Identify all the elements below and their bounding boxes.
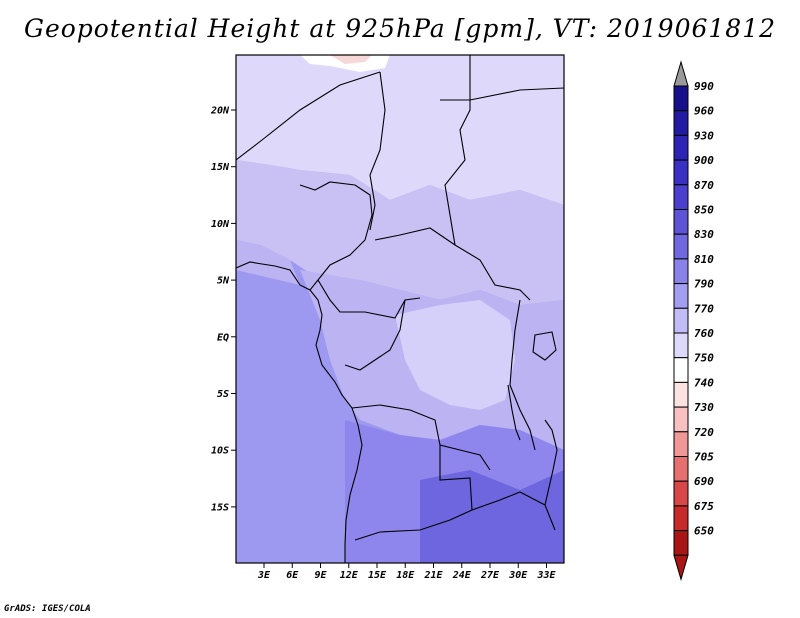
lon-tick-label: 24E bbox=[452, 570, 472, 581]
colorbar-swatch bbox=[673, 159, 689, 186]
colorbar-label: 720 bbox=[694, 426, 714, 439]
border-car bbox=[374, 227, 531, 301]
colorbar-label: 770 bbox=[694, 302, 714, 315]
field-coastal-band bbox=[236, 240, 300, 285]
lat-tick-label: EQ bbox=[217, 332, 229, 343]
lat-tick-label: 5S bbox=[217, 389, 229, 400]
border-lake-victoria bbox=[532, 331, 557, 361]
colorbar-bottom-arrow bbox=[673, 554, 689, 582]
colorbar-swatch bbox=[673, 233, 689, 260]
colorbar-label: 900 bbox=[694, 154, 714, 167]
colorbar-label: 675 bbox=[694, 500, 714, 513]
lat-tick-label: 10S bbox=[211, 446, 229, 457]
colorbar-swatch bbox=[673, 332, 689, 359]
map-frame bbox=[235, 54, 565, 564]
colorbar-label: 730 bbox=[694, 401, 714, 414]
border-angola-zambia bbox=[354, 445, 473, 541]
lon-tick-label: 27E bbox=[480, 570, 500, 581]
colorbar: 990 960 930 900 870 850 830 810 790 770 760 750 740 7… bbox=[673, 60, 714, 582]
colorbar-label: 760 bbox=[694, 327, 714, 340]
border-sudan-eastern bbox=[440, 87, 564, 101]
lon-tick-label: 15E bbox=[368, 570, 387, 581]
border-drc-west bbox=[344, 299, 406, 371]
lat-tick-label: 15N bbox=[211, 162, 230, 173]
border-mali-niger bbox=[236, 71, 381, 161]
border-chad-sudan bbox=[444, 55, 471, 246]
latitude-axis: 20N 15N 10N 5N EQ 5S 10S 15S bbox=[210, 106, 236, 513]
border-angola-drc bbox=[351, 404, 491, 471]
colorbar-swatch bbox=[673, 307, 689, 334]
lon-tick-label: 33E bbox=[536, 570, 556, 581]
border-mozambique bbox=[544, 419, 558, 506]
longitude-axis: 3E 6E 9E 12E 15E 18E 21E 24E 27E 30E 33E bbox=[257, 563, 557, 581]
lon-tick-label: 9E bbox=[314, 570, 327, 581]
field-sahel bbox=[236, 160, 564, 305]
lat-tick-label: 20N bbox=[210, 106, 230, 117]
lat-tick-label: 10N bbox=[211, 219, 230, 230]
colorbar-label: 740 bbox=[694, 376, 714, 389]
colorbar-swatch bbox=[673, 381, 689, 408]
colorbar-swatch bbox=[673, 530, 689, 556]
colorbar-label: 830 bbox=[694, 228, 714, 241]
border-niger-chad bbox=[369, 71, 386, 231]
colorbar-swatch bbox=[673, 406, 689, 433]
colorbar-label: 650 bbox=[694, 525, 714, 538]
colorbar-swatch bbox=[673, 209, 689, 235]
field-sahara bbox=[236, 55, 564, 205]
colorbar-label: 705 bbox=[694, 451, 714, 464]
colorbar-swatch bbox=[673, 134, 689, 161]
coastline-west-africa bbox=[236, 261, 363, 563]
colorbar-label: 870 bbox=[694, 179, 714, 192]
lon-tick-label: 6E bbox=[286, 570, 299, 581]
colorbar-swatch bbox=[673, 431, 689, 457]
lat-tick-label: 5N bbox=[217, 276, 230, 287]
colorbar-label: 850 bbox=[694, 204, 714, 217]
country-borders bbox=[236, 55, 564, 563]
lon-tick-label: 30E bbox=[508, 570, 528, 581]
colorbar-swatch bbox=[673, 85, 689, 112]
border-zambia-zim bbox=[471, 491, 556, 531]
colorbar-swatch bbox=[673, 283, 689, 309]
field-pink-high bbox=[330, 55, 372, 64]
border-lake-tanganyika bbox=[507, 384, 521, 441]
colorbar-label: 790 bbox=[694, 278, 714, 291]
colorbar-label: 990 bbox=[694, 80, 714, 93]
colorbar-swatch bbox=[673, 184, 689, 211]
colorbar-swatch bbox=[673, 456, 689, 482]
lon-tick-label: 12E bbox=[340, 570, 359, 581]
colorbar-label: 930 bbox=[694, 129, 714, 142]
grads-credit: GrADS: IGES/COLA bbox=[4, 604, 91, 614]
colorbar-label: 960 bbox=[694, 105, 714, 118]
colorbar-swatch bbox=[673, 505, 689, 532]
colorbar-swatch bbox=[673, 357, 689, 383]
lat-tick-label: 15S bbox=[211, 502, 229, 513]
field-deep bbox=[420, 470, 564, 563]
colorbar-label: 750 bbox=[694, 352, 714, 365]
colorbar-top-arrow bbox=[673, 60, 689, 87]
lon-tick-label: 3E bbox=[257, 570, 271, 581]
border-drc-east bbox=[509, 299, 536, 451]
field-basin bbox=[395, 300, 515, 410]
border-nigeria bbox=[299, 181, 373, 291]
colorbar-label: 810 bbox=[694, 253, 714, 266]
lon-tick-label: 18E bbox=[396, 570, 415, 581]
map-title: Geopotential Height at 925hPa [gpm], VT:… bbox=[23, 14, 777, 43]
colorbar-label: 690 bbox=[694, 475, 714, 488]
colorbar-swatch bbox=[673, 258, 689, 285]
colorbar-swatch bbox=[673, 480, 689, 507]
colorbar-swatch bbox=[673, 110, 689, 136]
lon-tick-label: 21E bbox=[423, 570, 443, 581]
